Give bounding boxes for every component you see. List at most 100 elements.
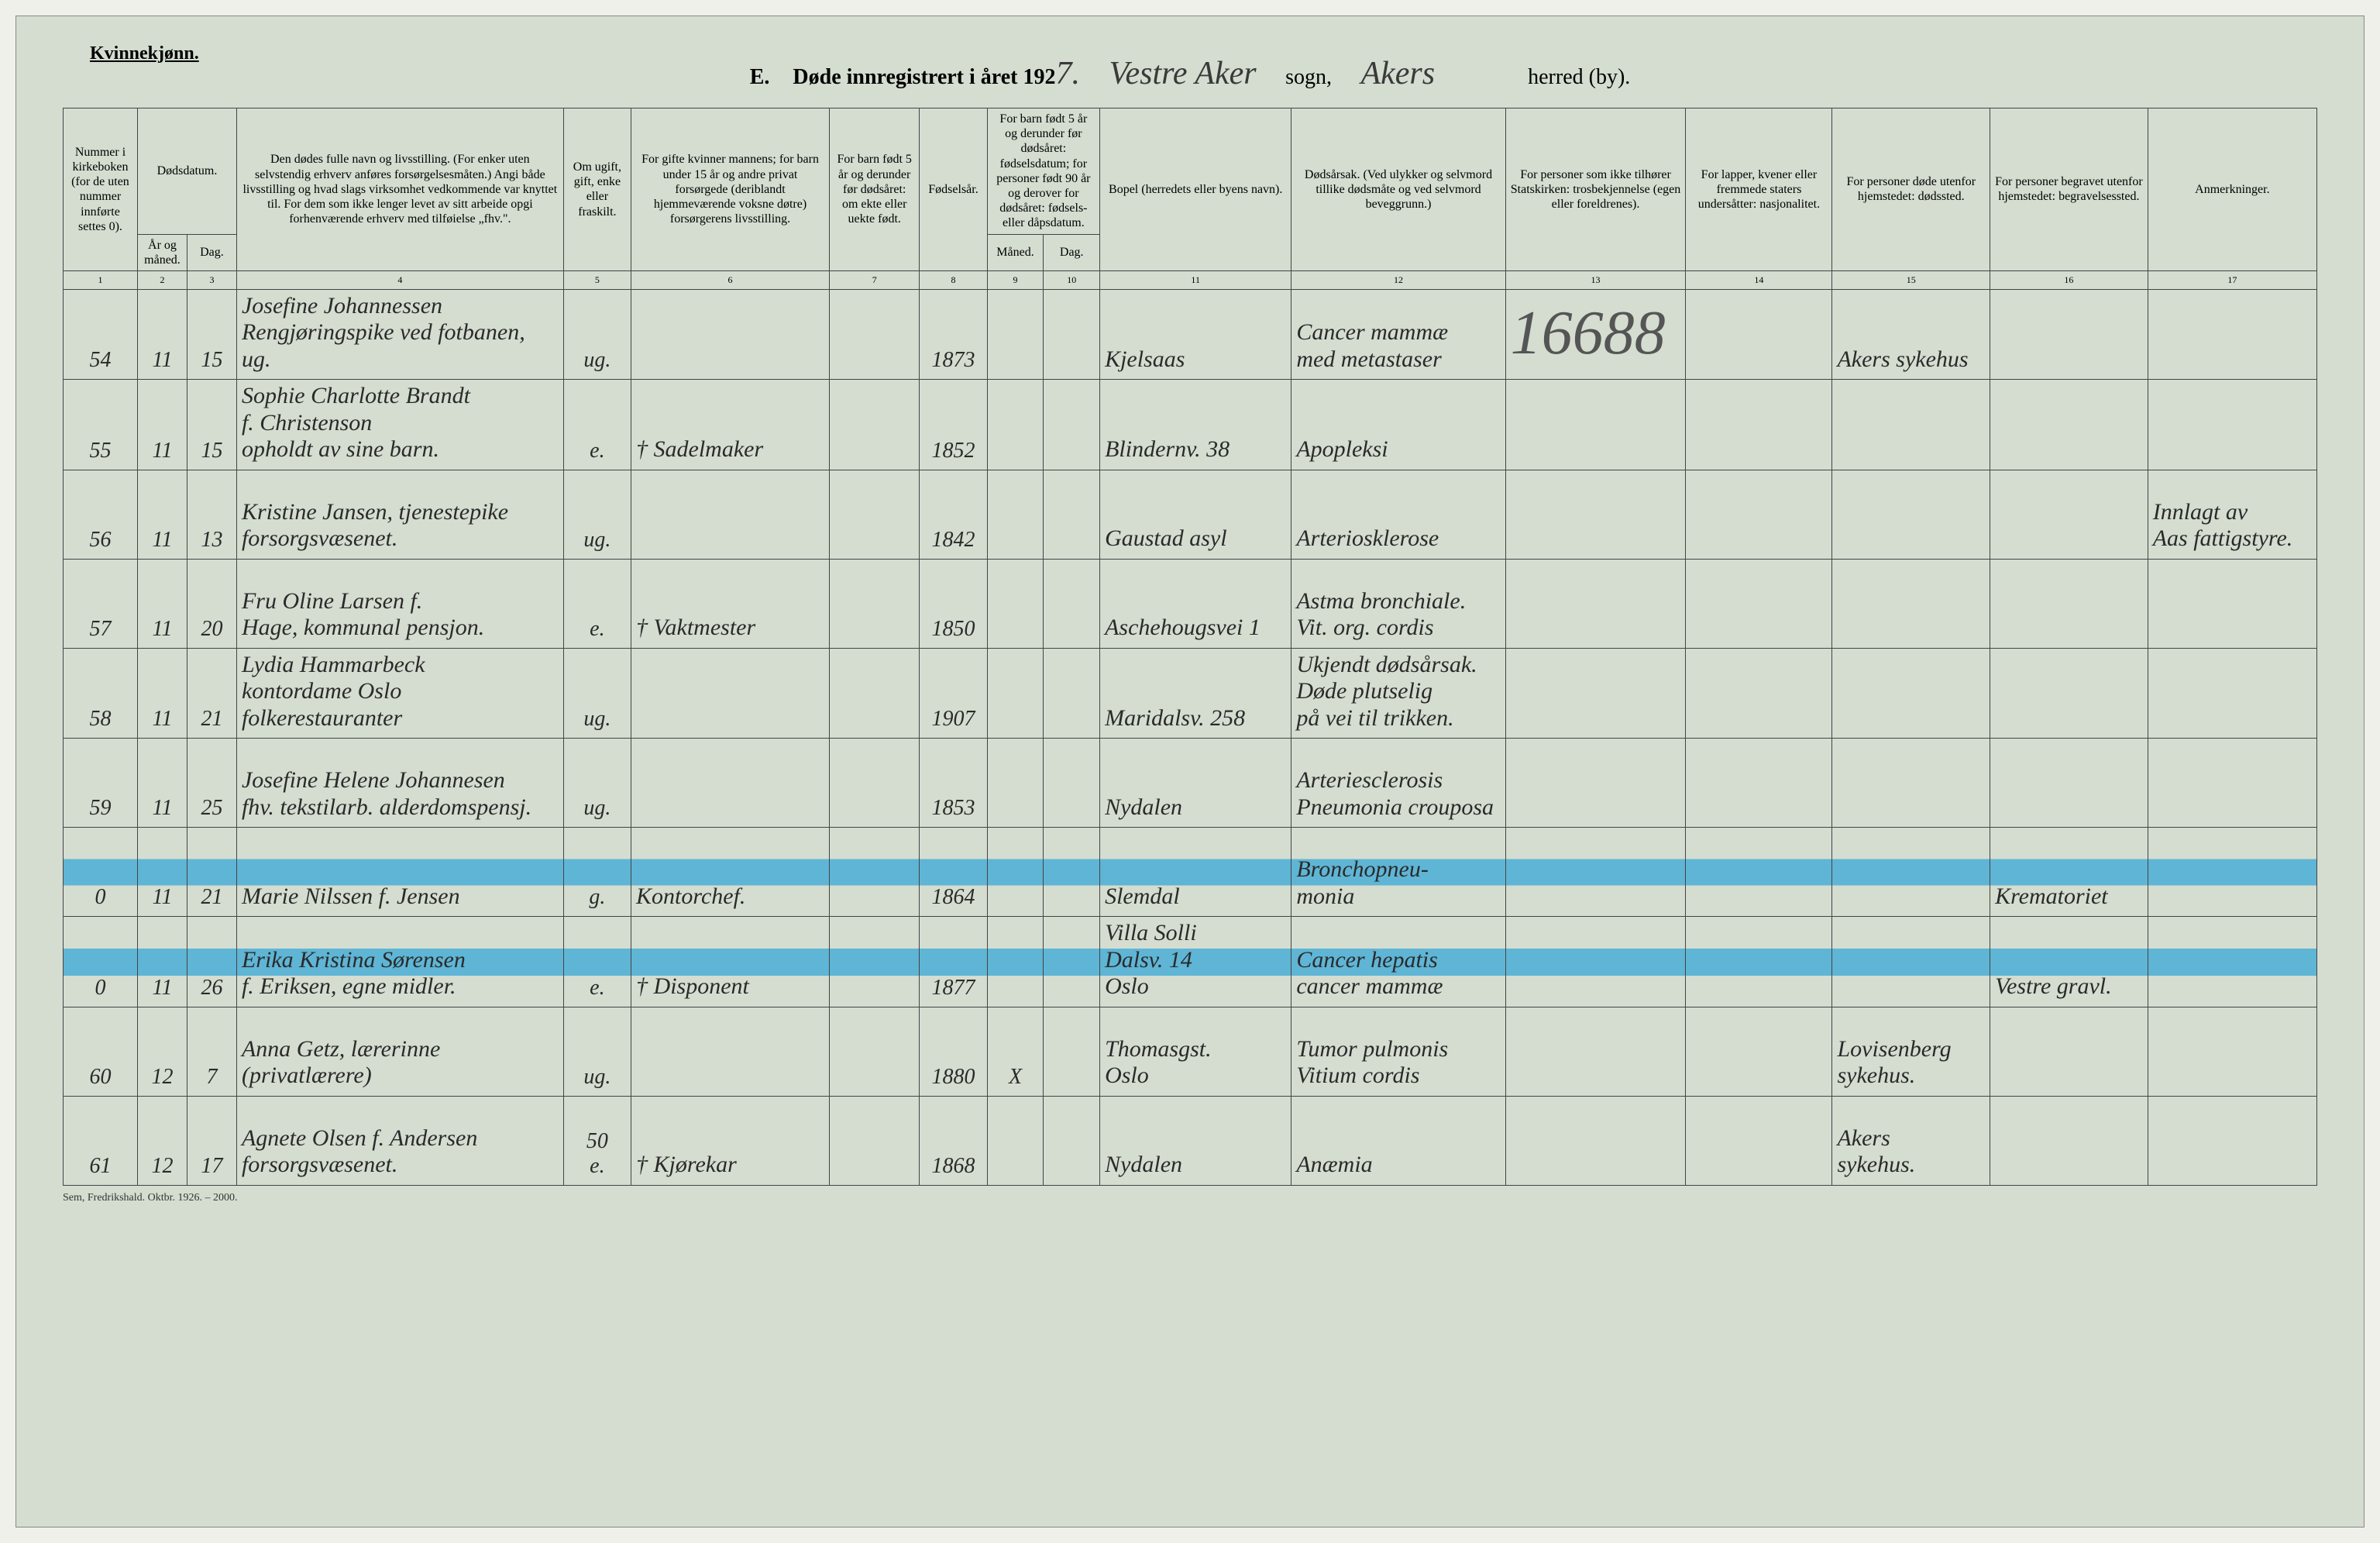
col-header: Om ugift, gift, enke eller fraskilt.: [563, 108, 631, 271]
cell-residence: Nydalen: [1100, 1096, 1291, 1185]
cell-day: 25: [187, 739, 236, 828]
cell-nationality: [1686, 739, 1832, 828]
col-header: Den dødes fulle navn og livsstilling. (F…: [236, 108, 563, 271]
cell-bd: [1044, 828, 1100, 917]
cell-legit: [830, 470, 920, 559]
cell-month: 12: [137, 1096, 187, 1185]
cell-month: 12: [137, 1007, 187, 1096]
column-number: 6: [631, 270, 830, 289]
cell-nr: 59: [64, 739, 138, 828]
cell-remarks: Innlagt avAas fattigstyre.: [2148, 470, 2316, 559]
cell-burial: [1990, 289, 2148, 380]
column-number: 15: [1832, 270, 1990, 289]
cell-burial: [1990, 380, 2148, 470]
cell-nr: 55: [64, 380, 138, 470]
cell-nr: 0: [64, 828, 138, 917]
printer-footer: Sem, Fredrikshald. Oktbr. 1926. – 2000.: [63, 1192, 2317, 1204]
cell-status: ug.: [563, 470, 631, 559]
col-header: Fødsels­år.: [920, 108, 987, 271]
cell-day: 15: [187, 289, 236, 380]
col-subheader: Måned.: [987, 234, 1044, 270]
col-header: Dødsårsak. (Ved ulykker og selv­mord til…: [1291, 108, 1505, 271]
cell-name: Sophie Charlotte Brandtf. Christensonoph…: [236, 380, 563, 470]
col-header: For personer som ikke tilhører Statskirk…: [1505, 108, 1686, 271]
cell-provider: [631, 739, 830, 828]
cell-cause: Arteriosklerose: [1291, 470, 1505, 559]
cell-legit: [830, 380, 920, 470]
table-body: 541115Josefine JohannessenRengjøringspik…: [64, 289, 2317, 1185]
cell-name: Agnete Olsen f. Andersenforsorgsvæsenet.: [236, 1096, 563, 1185]
cell-cause: Tumor pulmonisVitium cordis: [1291, 1007, 1505, 1096]
col-header: Anmerkninger.: [2148, 108, 2316, 271]
cell-burial: [1990, 470, 2148, 559]
cell-bd: [1044, 1007, 1100, 1096]
cell-burial: [1990, 1096, 2148, 1185]
cell-faith: [1505, 470, 1686, 559]
table-row: 561113Kristine Jansen, tjenestepikeforso…: [64, 470, 2317, 559]
cell-bd: [1044, 648, 1100, 739]
cell-faith: [1505, 380, 1686, 470]
cell-bm: [987, 1096, 1044, 1185]
cell-deathplace: [1832, 380, 1990, 470]
cell-month: 11: [137, 828, 187, 917]
cell-legit: [830, 648, 920, 739]
cell-nr: 54: [64, 289, 138, 380]
cell-nationality: [1686, 648, 1832, 739]
cell-faith: [1505, 917, 1686, 1007]
cell-legit: [830, 559, 920, 648]
col-header: For lapper, kvener eller fremmede stater…: [1686, 108, 1832, 271]
cell-bm: [987, 917, 1044, 1007]
col-header: Dødsdatum.: [137, 108, 236, 235]
cell-status: e.: [563, 917, 631, 1007]
cell-nr: 57: [64, 559, 138, 648]
column-number: 3: [187, 270, 236, 289]
cell-status: e.: [563, 380, 631, 470]
cell-nationality: [1686, 289, 1832, 380]
column-number: 5: [563, 270, 631, 289]
section-letter: E.: [750, 65, 770, 89]
cell-deathplace: Akerssykehus.: [1832, 1096, 1990, 1185]
cell-provider: † Disponent: [631, 917, 830, 1007]
cell-status: g.: [563, 828, 631, 917]
cell-residence: Slemdal: [1100, 828, 1291, 917]
cell-residence: Thomasgst.Oslo: [1100, 1007, 1291, 1096]
cell-deathplace: [1832, 559, 1990, 648]
cell-burial: [1990, 739, 2148, 828]
cell-bm: [987, 380, 1044, 470]
cell-day: 7: [187, 1007, 236, 1096]
cell-born: 1850: [920, 559, 987, 648]
col-subheader: År og måned.: [137, 234, 187, 270]
column-number: 10: [1044, 270, 1100, 289]
cell-provider: [631, 470, 830, 559]
cell-residence: Maridalsv. 258: [1100, 648, 1291, 739]
cell-legit: [830, 917, 920, 1007]
cell-bm: [987, 559, 1044, 648]
cell-born: 1873: [920, 289, 987, 380]
cell-deathplace: [1832, 470, 1990, 559]
cell-deathplace: [1832, 917, 1990, 1007]
cell-cause: Bronchopneu-monia: [1291, 828, 1505, 917]
cell-day: 13: [187, 470, 236, 559]
cell-remarks: [2148, 1007, 2316, 1096]
cell-remarks: [2148, 559, 2316, 648]
cell-residence: Villa SolliDalsv. 14Oslo: [1100, 917, 1291, 1007]
ledger-table: Nummer i kirke­boken (for de uten nummer…: [63, 108, 2317, 1186]
cell-month: 11: [137, 289, 187, 380]
column-number: 7: [830, 270, 920, 289]
cell-born: 1907: [920, 648, 987, 739]
cell-legit: [830, 739, 920, 828]
cell-legit: [830, 828, 920, 917]
cell-bm: X: [987, 1007, 1044, 1096]
cell-day: 20: [187, 559, 236, 648]
column-number: 13: [1505, 270, 1686, 289]
cell-day: 21: [187, 828, 236, 917]
cell-remarks: [2148, 739, 2316, 828]
column-number: 2: [137, 270, 187, 289]
cell-residence: Blindernv. 38: [1100, 380, 1291, 470]
cell-name: Josefine Helene Johannesenfhv. tekstilar…: [236, 739, 563, 828]
column-number-row: 1234567891011121314151617: [64, 270, 2317, 289]
table-header: Nummer i kirke­boken (for de uten nummer…: [64, 108, 2317, 290]
cell-provider: Kontorchef.: [631, 828, 830, 917]
col-header: Nummer i kirke­boken (for de uten nummer…: [64, 108, 138, 271]
cell-nr: 58: [64, 648, 138, 739]
